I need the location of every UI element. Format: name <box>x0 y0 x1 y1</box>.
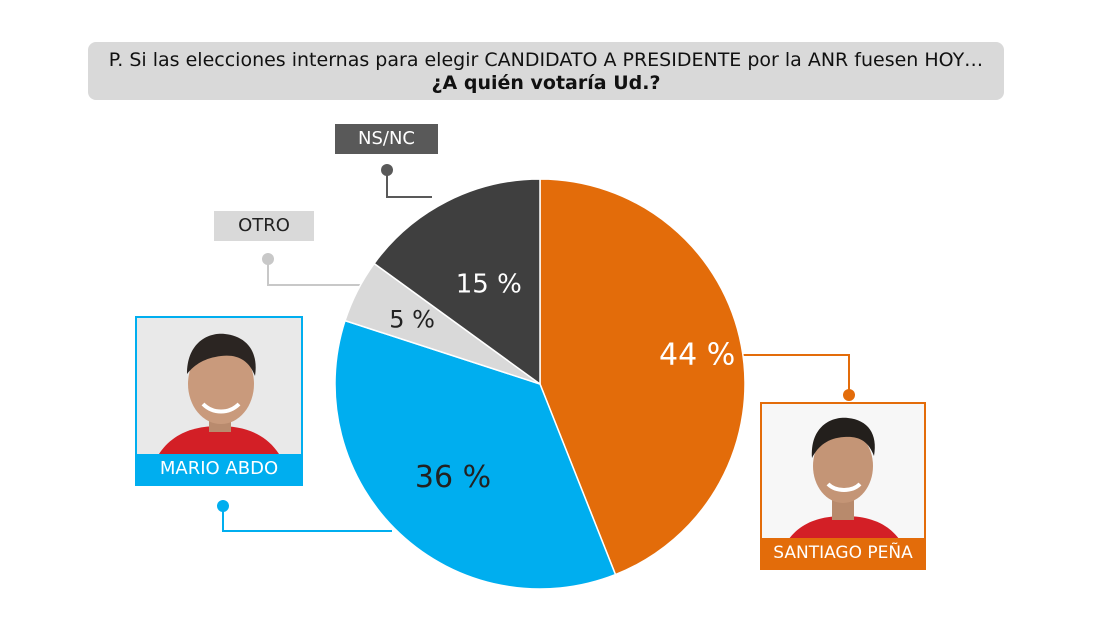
legend-tag-otro: OTRO <box>214 211 314 241</box>
callout-pena-line <box>740 354 850 395</box>
pie-label-otro: 5 % <box>389 305 435 333</box>
pie-label-ns-nc: 15 % <box>456 270 522 300</box>
pie-slice-mario-abdo <box>334 319 617 590</box>
callout-nsnc-dot <box>381 164 393 176</box>
legend-tag-nsnc: NS/NC <box>335 124 438 154</box>
callout-pena-dot <box>843 389 855 401</box>
pie-label-mario-abdo: 36 % <box>415 460 491 495</box>
callout-nsnc-line <box>386 170 432 198</box>
pie-labels: 44 % 36 % 5 % 15 % <box>389 270 735 496</box>
callout-abdo-line <box>222 506 392 532</box>
question-subtext: ¿A quién votaría Ud.? <box>431 72 661 94</box>
pie-slice-ns-nc <box>373 178 541 386</box>
pie-slices <box>334 178 746 590</box>
callout-otro-dot <box>262 253 274 265</box>
pie-label-santiago-pe-a: 44 % <box>659 338 735 373</box>
pie-slice-santiago-pe-a <box>539 178 746 576</box>
callout-otro-line <box>267 259 362 286</box>
candidate-name-pena: SANTIAGO PEÑA <box>762 538 924 568</box>
candidate-photo-pena: SANTIAGO PEÑA <box>760 402 926 570</box>
callout-lines <box>217 164 855 532</box>
question-text: P. Si las elecciones internas para elegi… <box>108 49 984 71</box>
question-banner: P. Si las elecciones internas para elegi… <box>88 42 1004 100</box>
callout-abdo-dot <box>217 500 229 512</box>
candidate-name-abdo: MARIO ABDO <box>137 454 301 484</box>
candidate-photo-abdo: MARIO ABDO <box>135 316 303 486</box>
